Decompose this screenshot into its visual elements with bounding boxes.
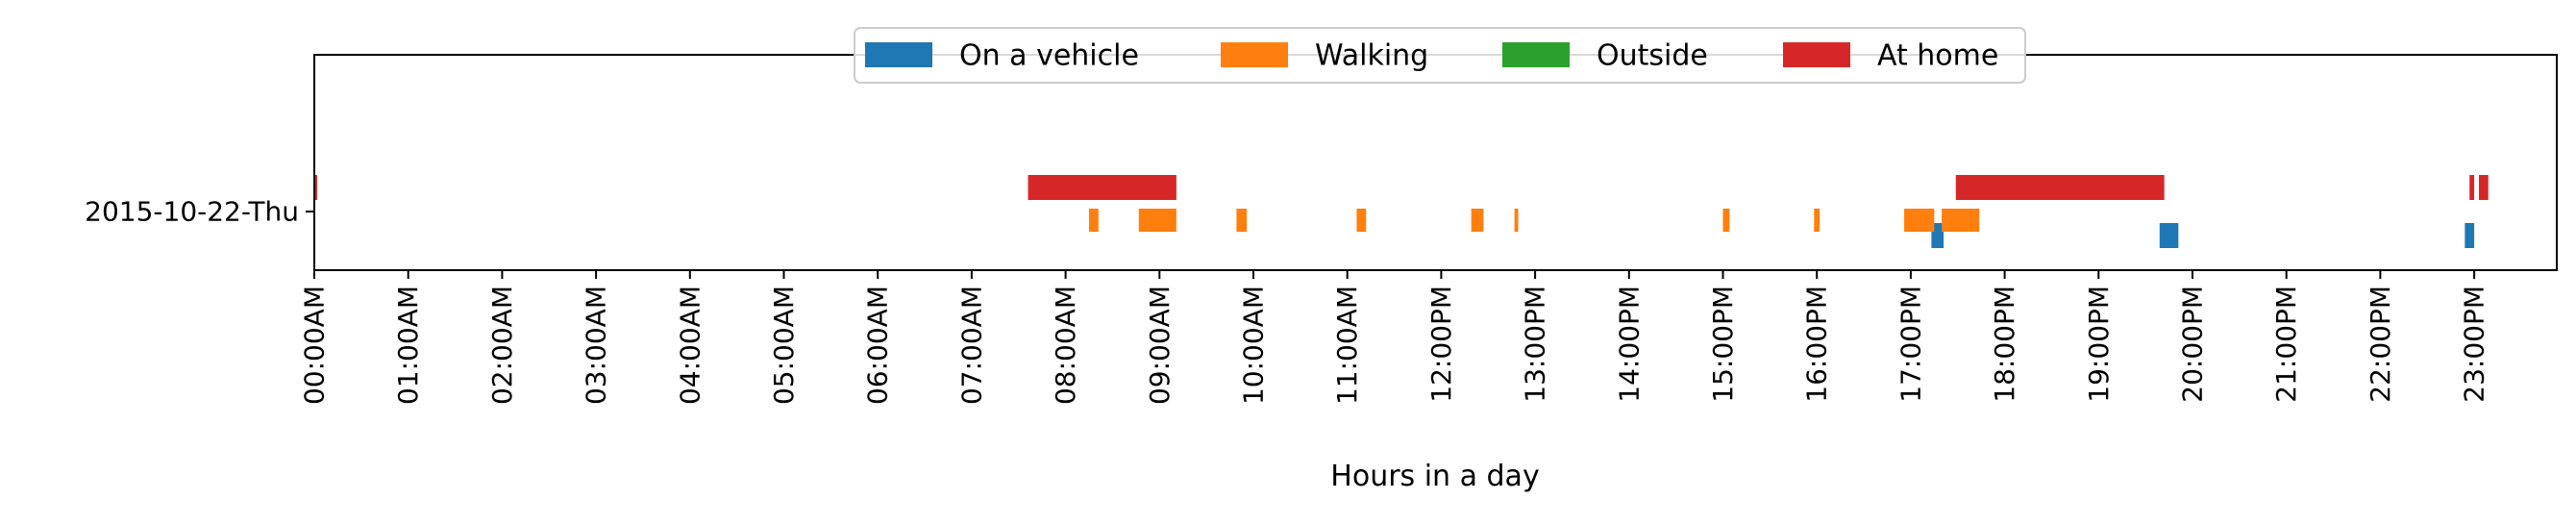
x-tick-label-20: 20:00PM [2177,286,2209,403]
bar-at-home-0 [314,175,317,200]
x-tick-label-22: 22:00PM [2365,286,2396,403]
bar-walking-9 [1942,209,1980,232]
bar-walking-6 [1722,209,1730,232]
bar-walking-5 [1514,209,1519,232]
bar-at-home-3 [2469,175,2475,200]
bar-walking-2 [1236,209,1248,232]
bar-walking-4 [1471,209,1484,232]
x-tick-label-6: 06:00AM [862,286,894,405]
x-tick-label-12: 12:00PM [1425,286,1457,403]
legend-box [854,27,2026,84]
x-tick-label-17: 17:00PM [1895,286,1926,403]
legend-swatch-outside [1502,42,1570,67]
x-tick-label-21: 21:00PM [2270,286,2302,403]
bar-on-a-vehicle-0 [1931,223,1944,248]
x-tick-label-9: 09:00AM [1144,286,1176,405]
bar-at-home-4 [2478,175,2489,200]
legend-label-walking: Walking [1315,39,1428,73]
legend-swatch-on-a-vehicle [865,42,932,67]
bar-on-a-vehicle-2 [2465,223,2475,248]
y-tick-label-0: 2015-10-22-Thu [85,196,299,228]
bars-layer [314,175,2489,248]
x-tick-label-3: 03:00AM [581,286,612,405]
plot-frame [313,54,2558,271]
legend-label-on-a-vehicle: On a vehicle [959,39,1139,73]
x-tick-label-8: 08:00AM [1050,286,1081,405]
bar-walking-0 [1089,209,1099,232]
bar-on-a-vehicle-1 [2159,223,2179,248]
bar-walking-8 [1904,209,1935,232]
bar-walking-3 [1356,209,1367,232]
x-tick-label-13: 13:00PM [1520,286,1551,403]
x-tick-label-0: 00:00AM [299,286,331,405]
x-tick-label-7: 07:00AM [955,286,987,405]
x-tick-label-4: 04:00AM [674,286,706,405]
x-tick-label-16: 16:00PM [1801,286,1833,403]
legend-label-at-home: At home [1877,39,1998,73]
x-tick-label-11: 11:00AM [1331,286,1363,405]
bar-at-home-1 [1028,175,1177,200]
x-tick-label-10: 10:00AM [1238,286,1270,405]
bar-walking-1 [1138,209,1177,232]
bar-walking-7 [1814,209,1821,232]
legend-label-outside: Outside [1597,39,1708,73]
bar-at-home-2 [1955,175,2165,200]
legend-swatch-at-home [1783,42,1850,67]
x-tick-label-1: 01:00AM [392,286,424,405]
y-axis: 2015-10-22-Thu [85,196,314,228]
legend-swatch-walking [1221,42,1288,67]
x-tick-label-18: 18:00PM [1989,286,2020,403]
x-tick-label-19: 19:00PM [2083,286,2115,403]
x-tick-label-5: 05:00AM [768,286,800,405]
x-tick-label-14: 14:00PM [1613,286,1645,403]
legend: On a vehicle Walking Outside At home [854,27,2026,84]
x-axis-label: Hours in a day [1330,460,1539,493]
x-tick-label-15: 15:00PM [1707,286,1739,403]
x-tick-label-23: 23:00PM [2459,286,2490,403]
x-axis: 00:00AM 01:00AM 02:00AM 03:00AM 04:00AM 05:00… [299,270,2490,405]
x-tick-label-2: 02:00AM [486,286,518,405]
